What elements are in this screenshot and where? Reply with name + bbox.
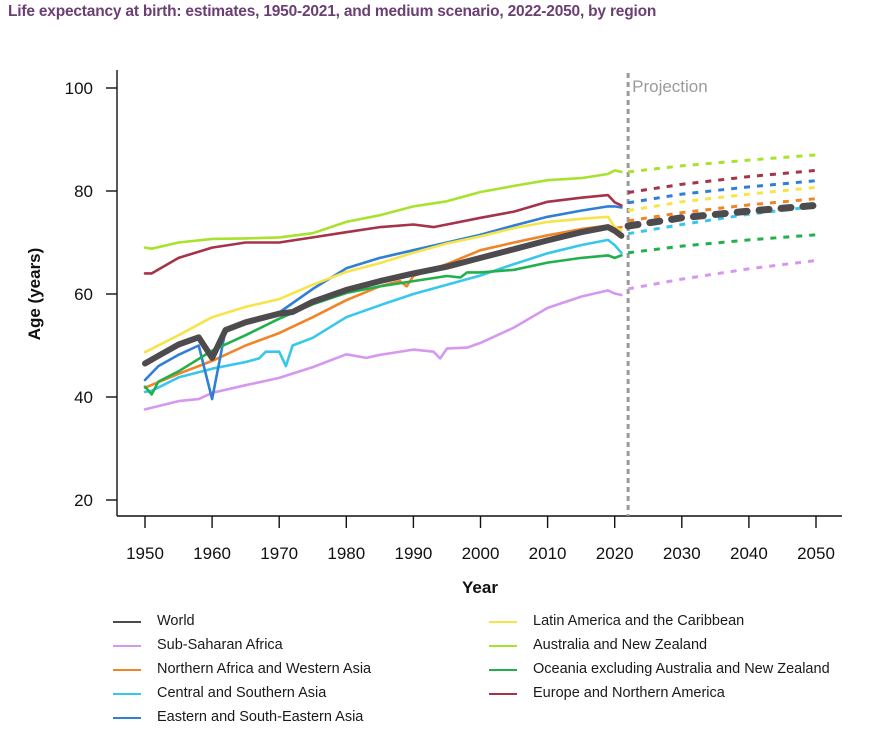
projection-layer [624, 153, 820, 291]
series-line-central-and-southern-asia [143, 238, 623, 394]
legend-label: Australia and New Zealand [533, 637, 708, 653]
legend-swatch [113, 645, 141, 647]
legend-swatch [113, 669, 141, 671]
series-line-world [142, 224, 625, 367]
x-tick-label: 2010 [529, 544, 567, 563]
projection-label: Projection [632, 77, 708, 96]
series-line-australia-and-new-zealand [143, 169, 623, 250]
x-tick-label: 2030 [663, 544, 701, 563]
x-tick-label: 1960 [193, 544, 231, 563]
x-tick-label: 2020 [596, 544, 634, 563]
legend-swatch [489, 621, 517, 623]
series-line-europe-and-northern-america [143, 193, 623, 275]
y-tick-label: 100 [65, 79, 93, 98]
legend-label: World [157, 613, 195, 629]
legend-swatch [489, 645, 517, 647]
legend-label: Eastern and South-Eastern Asia [157, 709, 364, 725]
series-line-latin-america-and-the-caribbean [143, 215, 623, 354]
projection-line-eastern-and-south-eastern-asia [627, 179, 817, 205]
legend-swatch [113, 717, 141, 719]
x-tick-label: 2040 [730, 544, 768, 563]
series-line-sub-saharan-africa [143, 289, 623, 411]
chart-title: Life expectancy at birth: estimates, 195… [8, 3, 657, 20]
legend-swatch [113, 693, 141, 695]
series-layer [142, 169, 625, 411]
y-tick-label: 20 [74, 491, 93, 510]
x-tick-label: 1980 [327, 544, 365, 563]
legend-swatch [489, 693, 517, 695]
series-line-eastern-and-south-eastern-asia [143, 205, 623, 401]
y-tick-label: 40 [74, 388, 93, 407]
projection-line-latin-america-and-the-caribbean [627, 185, 817, 213]
legend-label: Europe and Northern America [533, 685, 725, 701]
legend-swatch [113, 621, 141, 623]
series-line-oceania-excluding-australia-and-new-zealand [143, 254, 623, 396]
y-tick-label: 80 [74, 182, 93, 201]
y-tick-label: 60 [74, 285, 93, 304]
x-tick-label: 2000 [462, 544, 500, 563]
x-axis-title: Year [462, 578, 498, 597]
projection-line-world [624, 201, 820, 230]
projection-line-sub-saharan-africa [627, 259, 817, 291]
legend-swatch [489, 669, 517, 671]
legend-label: Latin America and the Caribbean [533, 613, 745, 629]
x-tick-label: 1950 [126, 544, 164, 563]
projection-line-europe-and-northern-america [627, 168, 817, 194]
y-axis-title: Age (years) [25, 248, 44, 341]
x-tick-label: 2050 [797, 544, 835, 563]
legend-label: Oceania excluding Australia and New Zeal… [533, 661, 830, 677]
x-tick-label: 1970 [260, 544, 298, 563]
legend-label: Northern Africa and Western Asia [157, 661, 372, 677]
series-line-northern-africa-and-western-asia [143, 224, 623, 390]
projection-line-australia-and-new-zealand [627, 153, 817, 174]
x-tick-label: 1990 [394, 544, 432, 563]
projection-line-oceania-excluding-australia-and-new-zealand [627, 233, 817, 255]
legend-label: Central and Southern Asia [157, 685, 327, 701]
projection-line-northern-africa-and-western-asia [627, 197, 817, 223]
legend-label: Sub-Saharan Africa [157, 637, 283, 653]
